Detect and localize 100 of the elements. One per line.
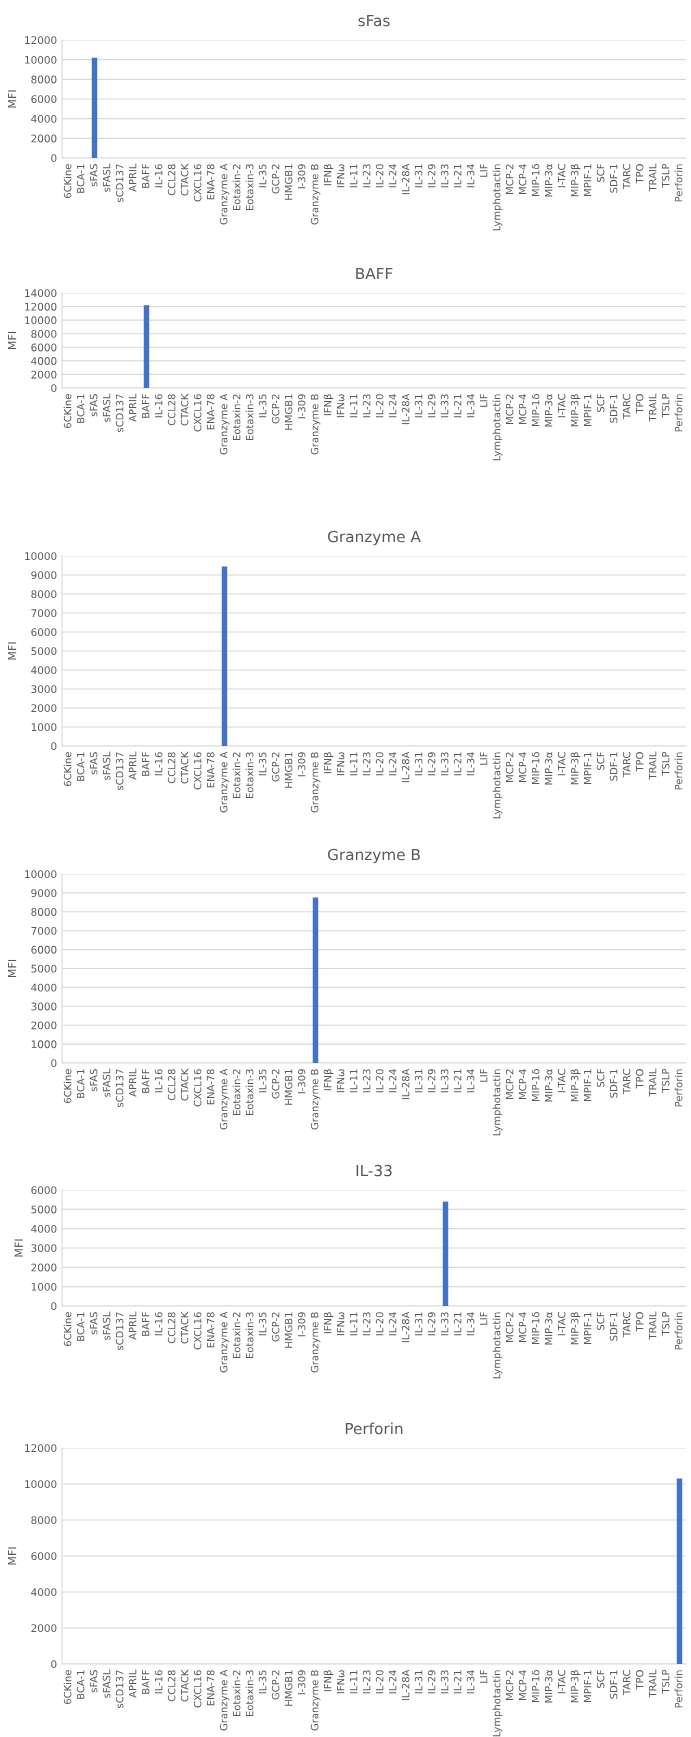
x-tick-label: MIP-3α (544, 394, 553, 427)
x-tick-label: TPO (635, 394, 644, 414)
x-tick-label: Granzyme B (310, 394, 321, 455)
x-tick-label: TARC (622, 1670, 631, 1696)
x-tick-label: APRIL (128, 1669, 137, 1698)
x-tick-label: TRAIL (648, 163, 657, 192)
x-tick-label: sCD137 (115, 752, 124, 790)
x-tick-label: TRAIL (648, 393, 657, 422)
x-tick-label: CTACK (180, 393, 189, 426)
x-tick-label: IL-20 (375, 1670, 384, 1694)
x-tick-label: CTACK (180, 1068, 189, 1101)
x-tick-label: sFASL (102, 163, 111, 192)
chart-title: BAFF (356, 267, 393, 280)
y-tick-label: 9000 (31, 571, 57, 580)
x-tick-label: TARC (622, 1312, 631, 1338)
x-tick-label: GCP-2 (271, 1312, 280, 1342)
x-tick-label: CCL28 (167, 1312, 176, 1344)
x-tick-label: IL-33 (440, 1069, 449, 1093)
x-tick-label: IL-23 (362, 1670, 371, 1694)
x-tick-label: MIP-3β (570, 1069, 581, 1102)
x-tick-label: HMGB1 (284, 752, 293, 788)
x-tick-label: Eotaxin-3 (245, 1069, 254, 1116)
y-tick-label: 9000 (31, 889, 57, 898)
x-tick-label: IL-11 (349, 1670, 358, 1694)
y-tick-label: 1000 (31, 723, 57, 732)
x-tick-label: I-309 (297, 1069, 306, 1094)
x-tick-label: MIP-1δ (531, 1670, 540, 1703)
x-tick-label: MCP-2 (505, 752, 514, 782)
x-tick-label: MIP-1δ (531, 1312, 540, 1345)
x-tick-label: MCP-4 (518, 1069, 527, 1099)
x-tick-label: BCA-1 (76, 1069, 85, 1098)
x-tick-label: LIF (479, 164, 488, 177)
x-tick-label: IL-21 (453, 164, 462, 188)
x-tick-label: APRIL (128, 1068, 137, 1097)
x-tick-label: I-309 (297, 752, 306, 777)
x-tick-label: IL-21 (453, 1670, 462, 1694)
y-tick-label: 7000 (31, 926, 57, 935)
x-tick-label: Eotaxin-2 (232, 1069, 241, 1116)
x-tick-label: Granzyme A (219, 163, 230, 225)
x-tick-label: BCA-1 (76, 1312, 85, 1341)
x-tick-label: IL-35 (258, 394, 267, 418)
y-tick-label: 8000 (31, 908, 57, 916)
x-tick-label: IFNβ (323, 752, 334, 774)
x-tick-label: IL-34 (466, 752, 475, 776)
x-tick-label: LIF (479, 1670, 488, 1683)
y-axis-title: MFI (8, 1547, 17, 1565)
x-tick-label: TSLP (661, 1311, 670, 1336)
y-tick-label: 0 (51, 1660, 57, 1669)
x-tick-label: TSLP (661, 1669, 670, 1694)
x-tick-label: CCL28 (167, 164, 176, 196)
y-tick-label: 0 (51, 384, 57, 393)
x-tick-label: IFNβ (323, 1670, 334, 1692)
x-tick-label: IL-16 (154, 1670, 163, 1694)
y-tick-label: 2000 (31, 134, 57, 143)
x-tick-label: MCP-4 (518, 1670, 527, 1700)
x-tick-label: MPIF-1 (583, 1069, 592, 1101)
x-tick-label: IL-31 (414, 1312, 423, 1336)
y-tick-label: 6000 (31, 945, 57, 954)
x-tick-label: TPO (635, 1670, 644, 1690)
x-tick-label: TSLP (661, 751, 670, 776)
x-tick-label: sCD137 (115, 394, 124, 432)
x-tick-label: SDF-1 (609, 394, 618, 423)
x-tick-label: IL-23 (362, 1069, 371, 1093)
x-tick-label: SCF (596, 394, 605, 412)
x-tick-label: MIP-1δ (531, 394, 540, 427)
x-tick-label: I-TAC (557, 1069, 566, 1093)
x-tick-label: LIF (479, 1069, 488, 1082)
x-tick-label: HMGB1 (284, 164, 293, 200)
x-tick-label: CXCL16 (193, 164, 202, 202)
x-tick-label: 6CKine (63, 1312, 72, 1347)
x-tick-label: IL-24 (388, 1670, 397, 1694)
x-tick-label: Granzyme A (219, 1311, 230, 1373)
x-tick-label: SCF (596, 1069, 605, 1087)
y-tick-label: 10000 (25, 552, 57, 561)
x-tick-label: Perforin (674, 1312, 683, 1350)
x-tick-label: TARC (622, 394, 631, 420)
x-tick-label: MCP-2 (505, 1312, 514, 1342)
y-tick-label: 5000 (31, 964, 57, 973)
x-tick-label: IFNβ (323, 394, 334, 416)
x-tick-label: IL-28A (401, 1311, 410, 1343)
x-tick-label: IL-29 (427, 1069, 436, 1093)
x-tick-label: IFNω (336, 164, 345, 188)
x-tick-label: BAFF (141, 1670, 150, 1694)
y-tick-label: 8000 (31, 329, 57, 338)
x-tick-label: I-309 (297, 394, 306, 419)
x-tick-label: sFASL (102, 751, 111, 780)
y-tick-label: 14000 (25, 289, 57, 298)
y-tick-label: 3000 (31, 1244, 57, 1253)
x-tick-label: SDF-1 (609, 164, 618, 193)
x-tick-label: HMGB1 (284, 1069, 293, 1105)
x-tick-label: MCP-2 (505, 164, 514, 194)
x-tick-label: MIP-3β (570, 752, 581, 785)
x-tick-label: MIP-3α (544, 1312, 553, 1345)
x-tick-label: IL-16 (154, 1312, 163, 1336)
x-tick-label: IL-33 (440, 394, 449, 418)
x-tick-label: 6CKine (63, 752, 72, 787)
x-tick-label: MPIF-1 (583, 1312, 592, 1344)
x-tick-label: IL-16 (154, 752, 163, 776)
x-tick-label: MIP-3β (570, 1670, 581, 1703)
x-tick-label: IL-29 (427, 1312, 436, 1336)
